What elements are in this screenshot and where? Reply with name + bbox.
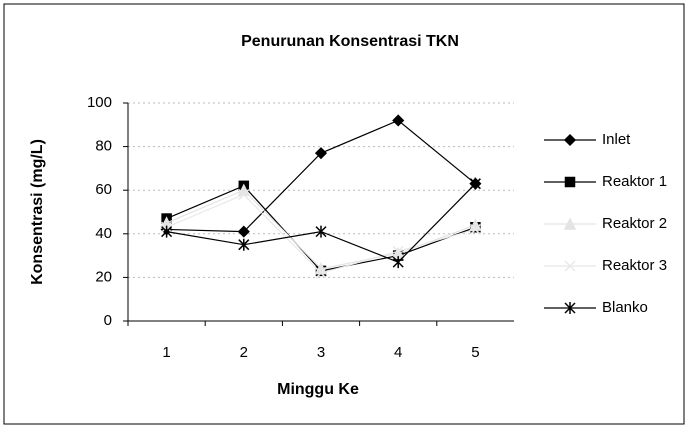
legend-label: Inlet — [602, 131, 631, 148]
legend-label: Reaktor 2 — [602, 215, 667, 232]
x-tick-label: 5 — [471, 344, 479, 361]
chart-border — [3, 3, 685, 425]
x-tick-label: 3 — [317, 344, 325, 361]
marker — [237, 225, 250, 238]
marker — [392, 114, 405, 127]
legend-label: Blanko — [602, 299, 648, 316]
y-tick-label: 40 — [95, 225, 112, 242]
y-tick-label: 20 — [95, 268, 112, 285]
y-tick-label: 100 — [87, 94, 112, 111]
marker — [238, 189, 250, 201]
y-tick-label: 60 — [95, 181, 112, 198]
y-tick-label: 0 — [104, 312, 112, 329]
marker — [315, 225, 327, 238]
marker — [469, 177, 481, 190]
y-tick-label: 80 — [95, 138, 112, 155]
marker — [238, 238, 250, 251]
marker — [564, 260, 576, 272]
marker — [469, 223, 481, 235]
legend-label: Reaktor 1 — [602, 173, 667, 190]
chart-title: Penurunan Konsentrasi TKN — [241, 33, 459, 50]
x-axis-title: Minggu Ke — [277, 381, 359, 398]
marker — [564, 302, 576, 314]
marker — [392, 256, 404, 269]
legend-label: Reaktor 3 — [602, 257, 667, 274]
marker — [314, 147, 328, 160]
marker — [315, 267, 327, 279]
x-tick-label: 4 — [394, 344, 402, 361]
y-axis-title: Konsentrasi (mg/L) — [29, 139, 46, 285]
marker — [563, 133, 577, 147]
marker — [392, 245, 404, 257]
marker — [161, 225, 173, 238]
marker — [564, 176, 576, 188]
x-tick-label: 2 — [240, 344, 248, 361]
marker — [563, 217, 577, 230]
x-tick-label: 1 — [162, 344, 170, 361]
